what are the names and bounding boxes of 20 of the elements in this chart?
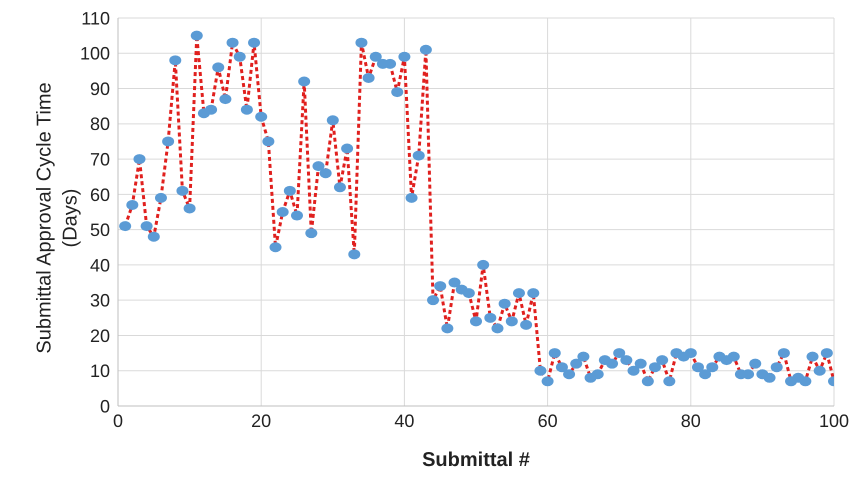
y-tick-label: 70 (90, 149, 110, 170)
y-tick-label: 100 (80, 44, 110, 64)
y-tick-label: 50 (90, 220, 110, 240)
y-axis-title: Submittal Approval Cycle Time (Days) (33, 82, 83, 354)
x-tick-label: 0 (112, 410, 124, 431)
y-tick-label: 60 (90, 184, 110, 205)
y-tick-label: 10 (90, 361, 110, 382)
y-tick-label: 110 (81, 8, 110, 28)
y-tick-label: 20 (90, 326, 110, 346)
y-tick-label: 30 (90, 290, 110, 311)
x-tick-label: 80 (680, 410, 701, 431)
y-tick-label: 40 (90, 255, 110, 276)
y-tick-label: 0 (100, 396, 110, 416)
x-tick-label: 100 (818, 410, 850, 431)
x-tick-label: 60 (538, 410, 558, 431)
y-tick-label: 80 (90, 114, 110, 134)
y-tick-label: 90 (90, 78, 110, 99)
x-tick-label: 40 (394, 410, 414, 431)
x-axis-title: Submittal # (422, 449, 530, 471)
x-tick-label: 20 (251, 410, 272, 431)
